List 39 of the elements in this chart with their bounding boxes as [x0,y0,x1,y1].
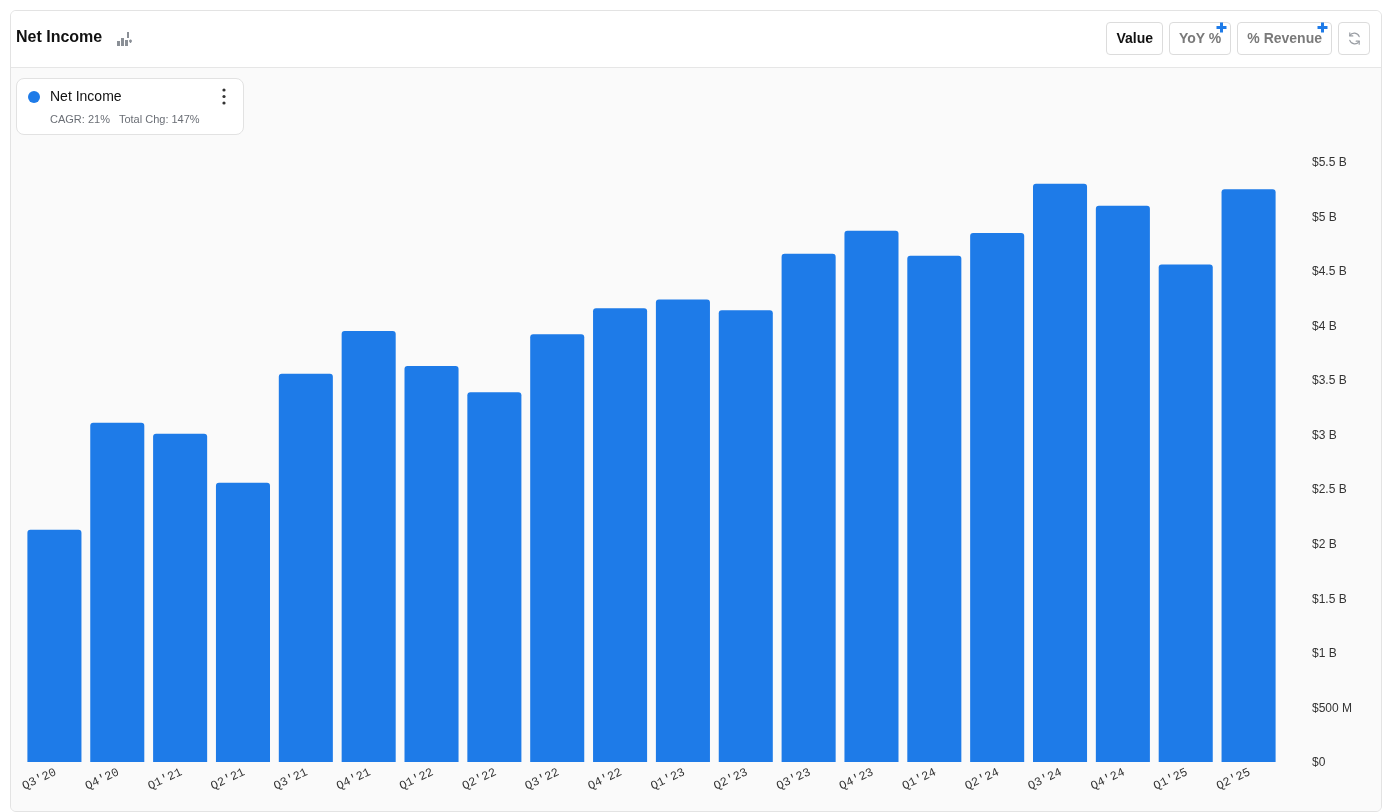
text: YoY % [1169,22,1232,55]
bar [655,299,710,762]
y-tick-label: $0 [1312,755,1326,770]
bar [593,308,648,762]
bar [718,310,773,762]
bar [153,433,208,762]
y-tick-label: $4.5 B [1312,264,1347,279]
y-tick-label: $1 B [1312,646,1337,661]
y-tick-label: $500 M [1312,700,1353,715]
bar [781,253,836,762]
y-tick-label: $4 B [1312,318,1337,333]
y-tick-label: $3 B [1312,427,1337,442]
bar [404,366,459,762]
y-tick-label: $3.5 B [1312,373,1347,388]
bar [1095,205,1150,762]
text: % Revenue [1237,22,1332,55]
y-tick-label: $2 B [1312,537,1337,552]
y-tick-label: $2.5 B [1312,482,1347,497]
text: Total Chg: 147% [118,113,200,125]
bar [530,334,585,762]
bar [1033,183,1088,762]
bar [215,482,270,762]
bar [278,373,333,762]
bar [1221,189,1276,762]
bar [467,392,522,762]
bar [27,529,82,762]
y-tick-label: $5.5 B [1312,155,1347,170]
text: CAGR: 21% [50,113,110,125]
bar [1158,264,1213,762]
bar [907,255,962,762]
bar [844,230,899,762]
bar [341,331,396,762]
text: Value [1106,22,1164,55]
y-tick-label: $1.5 B [1312,591,1347,606]
bar [970,232,1025,762]
chart-title: Net Income [16,28,103,46]
legend-label: Net Income [50,88,122,104]
y-tick-label: $5 B [1312,209,1337,224]
bar [90,422,145,762]
